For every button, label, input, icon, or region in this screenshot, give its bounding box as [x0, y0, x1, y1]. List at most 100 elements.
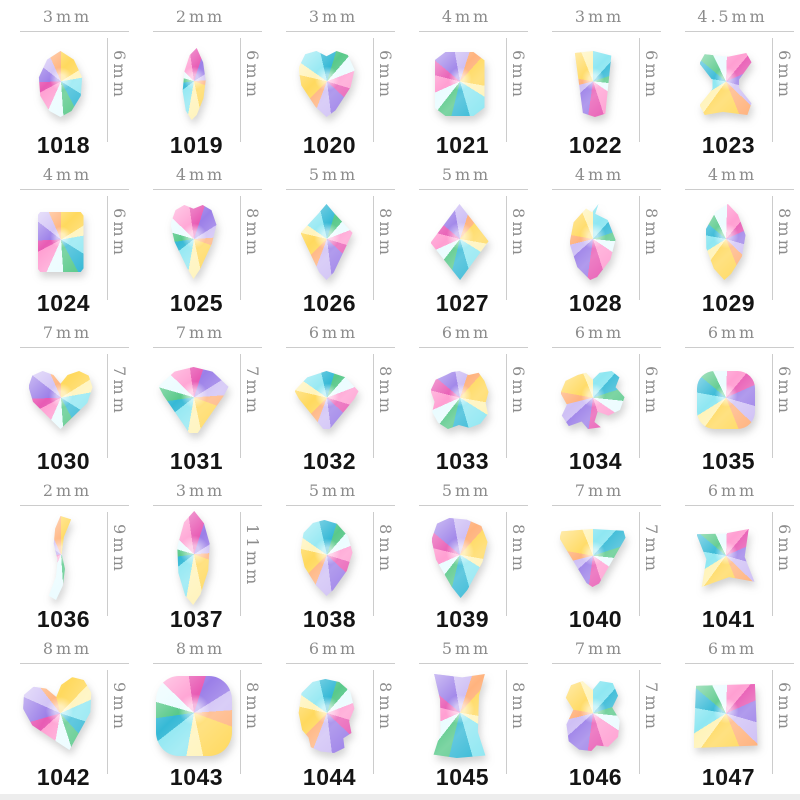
width-measure: 6mm	[666, 318, 799, 352]
gem-area: 6mm	[400, 352, 533, 458]
width-label: 7mm	[574, 481, 625, 500]
product-number: 1034	[568, 448, 623, 474]
width-line	[418, 189, 528, 190]
height-line	[107, 354, 108, 458]
product-cell: 6mm 6mm 1041	[666, 476, 799, 634]
height-measure: 7mm	[107, 354, 129, 458]
width-label: 4.5mm	[697, 7, 768, 26]
width-line	[19, 31, 129, 32]
gem-pear-icon	[298, 51, 355, 117]
gem-shield-icon	[170, 205, 217, 279]
product-number: 1033	[435, 448, 490, 474]
product-cell: 6mm 6mm 1033	[400, 318, 533, 476]
height-measure: 6mm	[772, 512, 794, 616]
width-label: 5mm	[308, 165, 359, 184]
height-label: 8mm	[642, 208, 661, 259]
width-line	[285, 189, 395, 190]
height-line	[639, 512, 640, 616]
gem-cushion-icon	[155, 676, 232, 756]
width-label: 6mm	[441, 323, 492, 342]
height-label: 8mm	[509, 682, 528, 733]
gem-shard-icon	[573, 51, 613, 117]
width-line	[684, 347, 794, 348]
width-measure: 4mm	[1, 160, 134, 194]
width-label: 2mm	[42, 481, 93, 500]
gem-area: 8mm	[267, 352, 400, 458]
height-measure: 9mm	[107, 512, 129, 616]
height-label: 8mm	[775, 208, 794, 259]
product-cell: 3mm 11mm 1037	[134, 476, 267, 634]
height-label: 6mm	[642, 366, 661, 417]
width-measure: 3mm	[267, 2, 400, 36]
product-number: 1028	[568, 290, 623, 316]
width-label: 4mm	[707, 165, 758, 184]
height-measure: 8mm	[373, 512, 395, 616]
gem-area: 8mm	[400, 510, 533, 616]
width-label: 6mm	[707, 323, 758, 342]
width-label: 4mm	[441, 7, 492, 26]
gem-pear-down-icon	[300, 520, 353, 596]
gem-fan-icon	[294, 371, 359, 429]
width-line	[285, 347, 395, 348]
product-cell: 4mm 6mm 1021	[400, 2, 533, 160]
product-cell: 6mm 8mm 1032	[267, 318, 400, 476]
gem-area: 7mm	[533, 510, 666, 616]
product-cell: 4mm 8mm 1028	[533, 160, 666, 318]
product-number: 1030	[36, 448, 91, 474]
gem-pyramid-square-icon	[693, 684, 758, 748]
width-measure: 3mm	[134, 476, 267, 510]
gem-diamond-icon	[158, 367, 229, 433]
width-label: 5mm	[441, 639, 492, 658]
gem-bear-icon	[564, 681, 622, 751]
product-cell: 4mm 6mm 1024	[1, 160, 134, 318]
height-line	[240, 38, 241, 142]
product-cell: 5mm 8mm 1038	[267, 476, 400, 634]
gem-area: 6mm	[533, 352, 666, 458]
width-measure: 6mm	[666, 476, 799, 510]
height-measure: 8mm	[240, 196, 262, 300]
width-label: 3mm	[574, 7, 625, 26]
product-cell: 6mm 6mm 1047	[666, 634, 799, 792]
height-line	[506, 354, 507, 458]
width-measure: 6mm	[400, 318, 533, 352]
height-line	[506, 512, 507, 616]
gem-area: 8mm	[134, 194, 267, 300]
height-line	[107, 38, 108, 142]
gem-area: 6mm	[1, 194, 134, 300]
height-measure: 6mm	[373, 38, 395, 142]
height-label: 7mm	[243, 366, 262, 417]
product-number: 1044	[302, 764, 357, 790]
height-measure: 6mm	[772, 354, 794, 458]
height-label: 8mm	[376, 208, 395, 259]
height-line	[639, 38, 640, 142]
height-measure: 7mm	[639, 670, 661, 774]
gem-area: 7mm	[134, 352, 267, 458]
height-line	[240, 196, 241, 300]
width-label: 6mm	[574, 323, 625, 342]
width-measure: 7mm	[533, 634, 666, 668]
product-cell: 4mm 8mm 1025	[134, 160, 267, 318]
width-line	[285, 505, 395, 506]
height-label: 9mm	[110, 524, 129, 575]
product-number: 1022	[568, 132, 623, 158]
product-number: 1036	[36, 606, 91, 632]
width-measure: 6mm	[267, 318, 400, 352]
height-measure: 8mm	[373, 354, 395, 458]
product-number: 1019	[169, 132, 224, 158]
height-measure: 8mm	[506, 512, 528, 616]
height-line	[240, 512, 241, 616]
gem-triangle-down-icon	[559, 529, 626, 587]
width-line	[418, 505, 528, 506]
height-measure: 9mm	[107, 670, 129, 774]
product-number: 1018	[36, 132, 91, 158]
width-measure: 6mm	[666, 634, 799, 668]
gem-area: 8mm	[134, 668, 267, 774]
height-measure: 6mm	[639, 354, 661, 458]
gem-rectangle-icon	[37, 212, 84, 272]
height-label: 6mm	[775, 524, 794, 575]
width-measure: 2mm	[134, 2, 267, 36]
gem-tilted-heart-icon	[26, 681, 96, 751]
gem-area: 8mm	[400, 194, 533, 300]
width-line	[551, 663, 661, 664]
width-label: 5mm	[308, 481, 359, 500]
